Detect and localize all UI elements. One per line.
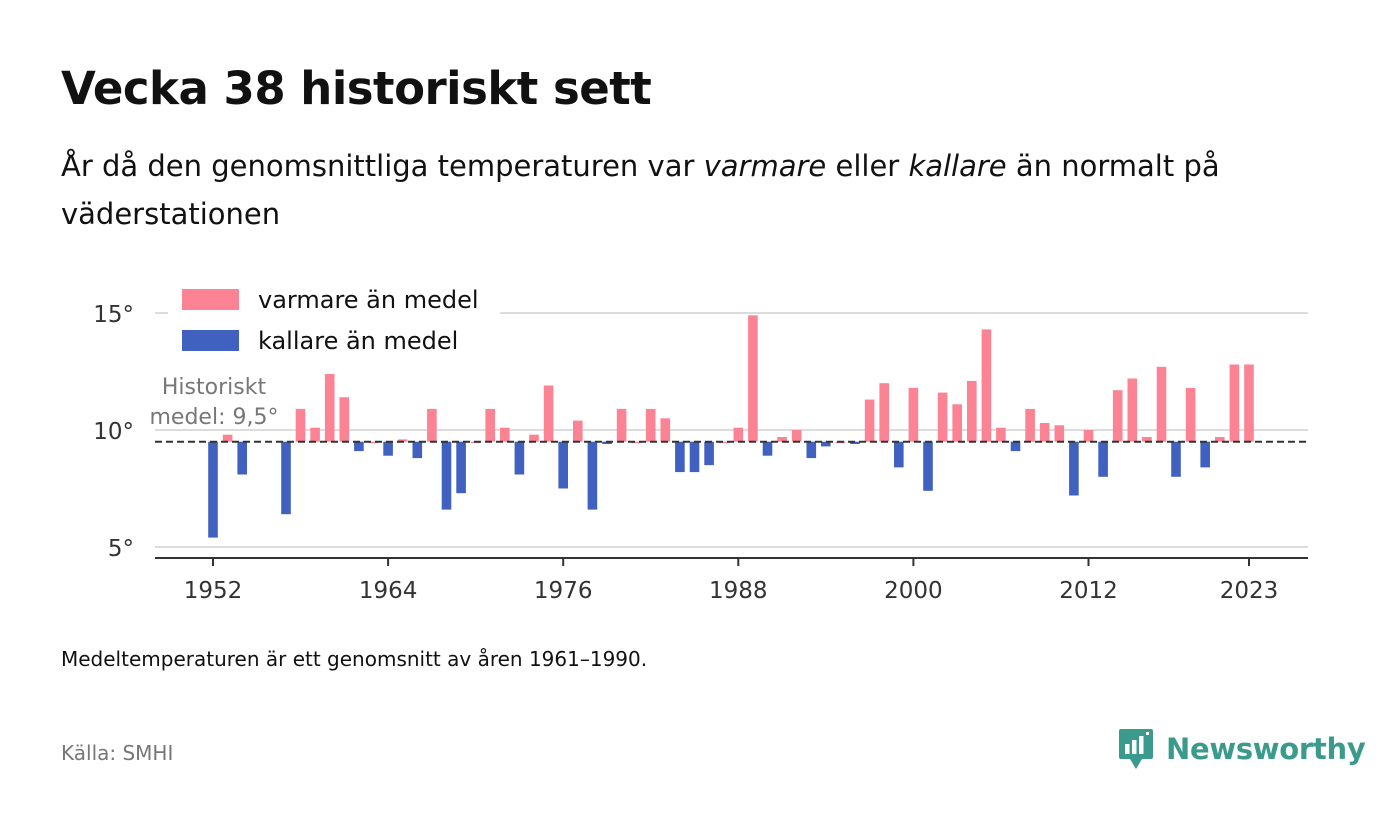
bar-1974 xyxy=(529,434,539,442)
subtitle-part-2: eller xyxy=(826,149,909,183)
bar-1983 xyxy=(660,418,671,442)
y-tick-label: 5° xyxy=(108,536,134,562)
bar-1981 xyxy=(631,441,641,444)
bar-1993 xyxy=(806,441,817,459)
bar-2018 xyxy=(1171,441,1181,477)
bar-2019 xyxy=(1185,387,1196,442)
chart-subtitle: År då den genomsnittliga temperaturen va… xyxy=(61,142,1281,238)
bar-1992 xyxy=(791,430,802,442)
bar-1972 xyxy=(500,427,510,442)
bar-2012 xyxy=(1083,430,1094,442)
bar-1996 xyxy=(850,441,860,444)
bar-2009 xyxy=(1039,423,1050,442)
bar-1967 xyxy=(427,408,437,442)
bar-1958 xyxy=(295,408,306,442)
bar-1964 xyxy=(383,441,393,456)
bar-1978 xyxy=(587,441,598,510)
legend-label: varmare än medel xyxy=(258,286,479,314)
bar-1997 xyxy=(864,399,875,442)
brand-name: Newsworthy xyxy=(1166,732,1366,766)
newsworthy-logo: Newsworthy xyxy=(1118,727,1366,771)
bar-2007 xyxy=(1010,441,1021,452)
subtitle-part-3: än normalt på väderstationen xyxy=(61,149,1220,231)
bar-1998 xyxy=(879,383,889,442)
bar-1982 xyxy=(645,408,656,442)
bar-chart: 5° 10° 15° Historiskt medel: 9,5° 1952 1964 197… xyxy=(93,286,1308,604)
chart-title: Vecka 38 historiskt sett xyxy=(61,62,652,115)
bar-2003 xyxy=(952,404,962,442)
x-tick-label: 2000 xyxy=(884,578,943,604)
bar-1957 xyxy=(281,441,291,515)
newsworthy-logo-icon xyxy=(1119,729,1153,769)
bar-2002 xyxy=(937,392,948,442)
bar-1968 xyxy=(441,441,452,510)
subtitle-warm-word: varmare xyxy=(703,149,827,183)
bar-1979 xyxy=(602,441,612,444)
bar-1999 xyxy=(894,441,904,468)
bar-1971 xyxy=(485,408,495,442)
bar-2013 xyxy=(1098,441,1108,477)
subtitle-cold-word: kallare xyxy=(908,149,1007,183)
x-tick-label: 2012 xyxy=(1059,578,1118,604)
bar-1985 xyxy=(689,441,700,473)
x-tick-label: 1976 xyxy=(534,578,593,604)
bar-2015 xyxy=(1127,378,1138,442)
bar-2005 xyxy=(981,329,992,442)
bar-2017 xyxy=(1156,366,1167,442)
bar-1959 xyxy=(310,427,320,442)
bar-1977 xyxy=(573,420,583,442)
bar-1953 xyxy=(222,434,233,442)
x-tick-label: 2023 xyxy=(1220,578,1279,604)
bar-1973 xyxy=(514,441,525,475)
legend-label: kallare än medel xyxy=(258,327,458,355)
bar-1966 xyxy=(412,441,423,459)
bar-2008 xyxy=(1025,408,1035,442)
bar-2010 xyxy=(1054,425,1065,442)
bar-2021 xyxy=(1215,437,1225,442)
footnote: Medeltemperaturen är ett genomsnitt av å… xyxy=(61,647,648,671)
bar-1952 xyxy=(208,441,218,538)
bar-2006 xyxy=(996,427,1006,442)
bar-1960 xyxy=(324,369,335,442)
baseline-label-line-2: medel: 9,5° xyxy=(150,405,279,430)
bar-2011 xyxy=(1069,441,1079,496)
bar-2000 xyxy=(908,387,919,442)
source-credit: Källa: SMHI xyxy=(61,741,174,765)
bar-1975 xyxy=(543,385,554,442)
bar-1963 xyxy=(368,441,379,444)
bar-1980 xyxy=(616,408,627,442)
bar-1962 xyxy=(354,441,364,452)
x-tick-label: 1988 xyxy=(709,578,768,604)
bar-1987 xyxy=(718,441,729,444)
bar-2004 xyxy=(967,380,977,442)
bar-1989 xyxy=(748,315,758,442)
bar-2020 xyxy=(1200,441,1210,468)
x-tick-label: 1952 xyxy=(184,578,243,604)
bar-1976 xyxy=(558,441,568,489)
bar-1954 xyxy=(237,441,247,475)
y-tick-label: 15° xyxy=(93,302,134,328)
bar-2023 xyxy=(1244,364,1254,442)
bar-2022 xyxy=(1229,364,1240,442)
bar-1988 xyxy=(733,427,744,442)
legend-swatch xyxy=(182,330,239,351)
bar-2014 xyxy=(1112,390,1123,442)
bar-1961 xyxy=(339,397,350,442)
bar-1984 xyxy=(675,441,685,473)
bar-1986 xyxy=(704,441,714,466)
bar-1990 xyxy=(762,441,773,456)
bar-2001 xyxy=(923,441,933,491)
legend-swatch xyxy=(182,289,239,310)
subtitle-part-1: År då den genomsnittliga temperaturen va… xyxy=(61,149,704,183)
bar-1969 xyxy=(456,441,466,494)
y-tick-label: 10° xyxy=(93,419,134,445)
x-tick-label: 1964 xyxy=(359,578,418,604)
bar-1994 xyxy=(821,441,831,447)
bar-2016 xyxy=(1142,437,1152,442)
bar-1991 xyxy=(777,437,787,442)
bar-1965 xyxy=(397,439,408,442)
baseline-label-line-1: Historiskt xyxy=(162,375,267,400)
